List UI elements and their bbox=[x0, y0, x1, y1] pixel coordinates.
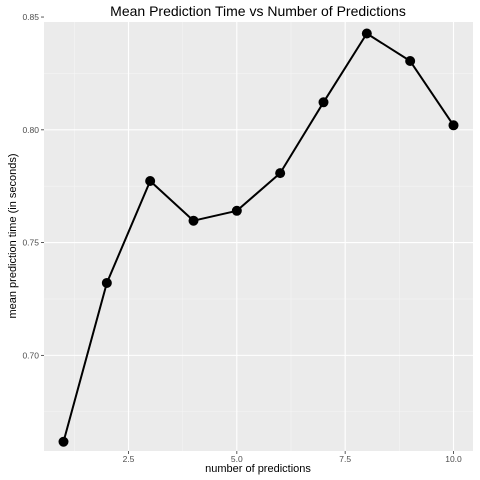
x-tick-label: 10.0 bbox=[445, 454, 462, 464]
data-point bbox=[361, 28, 372, 39]
y-axis-ticks: 0.70 0.75 0.80 0.85 bbox=[22, 12, 44, 360]
data-point bbox=[101, 277, 112, 288]
data-point bbox=[318, 97, 329, 108]
series-layer bbox=[58, 28, 459, 447]
x-axis-ticks: 2.5 5.0 7.5 10.0 bbox=[123, 451, 462, 464]
major-gridlines bbox=[44, 16, 473, 451]
data-point bbox=[145, 176, 156, 187]
y-tick-label: 0.75 bbox=[22, 238, 39, 248]
series-line bbox=[62, 32, 455, 443]
y-axis-title: mean prediction time (in seconds) bbox=[7, 153, 19, 318]
data-point bbox=[188, 215, 199, 226]
x-tick-label: 2.5 bbox=[123, 454, 135, 464]
data-point bbox=[231, 205, 242, 216]
chart-title: Mean Prediction Time vs Number of Predic… bbox=[110, 3, 406, 19]
y-tick-label: 0.70 bbox=[22, 350, 39, 360]
plot-panel bbox=[44, 22, 473, 451]
data-point bbox=[448, 120, 459, 131]
x-axis-title: number of predictions bbox=[205, 463, 311, 475]
data-point bbox=[275, 168, 286, 179]
y-tick-label: 0.85 bbox=[22, 12, 39, 22]
y-tick-label: 0.80 bbox=[22, 125, 39, 135]
x-tick-label: 5.0 bbox=[231, 454, 243, 464]
x-tick-label: 7.5 bbox=[339, 454, 351, 464]
minor-gridlines bbox=[44, 22, 473, 451]
data-point bbox=[405, 56, 416, 67]
data-point bbox=[58, 436, 69, 447]
